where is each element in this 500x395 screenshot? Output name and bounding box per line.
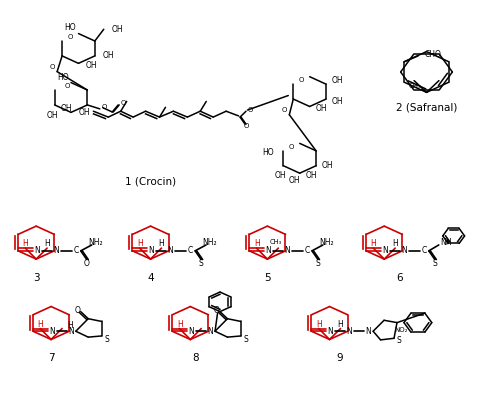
Text: H: H [22,239,28,248]
Text: N: N [68,327,73,336]
Text: O: O [84,259,89,268]
Text: HO: HO [57,73,68,83]
Text: 5: 5 [264,273,270,283]
Text: O: O [299,77,304,83]
Text: O: O [50,64,54,70]
Text: C: C [73,246,78,255]
Text: OH: OH [102,51,114,60]
Text: S: S [432,259,437,268]
Text: OH: OH [332,96,344,105]
Text: O: O [74,306,80,314]
Text: NH: NH [440,239,452,248]
Text: 7: 7 [48,353,54,363]
Text: H: H [44,239,50,248]
Text: N: N [188,327,194,336]
Text: N: N [148,246,154,255]
Text: O: O [120,100,126,106]
Text: 4: 4 [147,273,154,283]
Text: N: N [401,246,407,255]
Text: H: H [38,320,44,329]
Text: S: S [396,336,402,345]
Text: O: O [282,107,288,113]
Text: O: O [214,306,220,314]
Text: CH₃: CH₃ [270,239,281,245]
Text: 3: 3 [33,273,40,283]
Text: CHO: CHO [425,50,442,59]
Text: O: O [65,83,70,89]
Text: OH: OH [46,111,58,120]
Text: H: H [316,320,322,329]
Text: N: N [168,246,173,255]
Text: NH₂: NH₂ [88,238,103,247]
Text: C: C [188,246,193,255]
Text: H: H [137,239,143,248]
Text: H: H [370,239,376,248]
Text: 1 (Crocin): 1 (Crocin) [125,177,176,187]
Text: OH: OH [306,171,318,180]
Text: S: S [198,259,203,268]
Text: N: N [207,327,213,336]
Text: O: O [102,104,106,110]
Text: H: H [254,239,260,248]
Text: 9: 9 [336,353,343,363]
Text: N: N [382,246,388,255]
Text: H: H [67,321,72,330]
Text: OH: OH [288,176,300,185]
Text: OH: OH [332,76,344,85]
Text: S: S [316,259,320,268]
Text: OH: OH [322,161,334,170]
Text: C: C [304,246,310,255]
Text: 2 (Safranal): 2 (Safranal) [396,102,457,112]
Text: S: S [244,335,248,344]
Text: OH: OH [86,61,98,70]
Text: NO₂: NO₂ [394,327,408,333]
Text: OH: OH [111,25,123,34]
Text: N: N [328,327,333,336]
Text: O: O [68,34,73,40]
Text: OH: OH [60,103,72,113]
Text: N: N [284,246,290,255]
Text: H: H [158,239,164,248]
Text: OH: OH [78,108,90,117]
Text: H: H [392,239,398,248]
Text: O: O [248,107,253,113]
Text: N: N [266,246,271,255]
Text: C: C [421,246,426,255]
Text: O: O [244,123,248,129]
Text: H: H [177,320,182,329]
Text: N: N [34,246,40,255]
Text: OH: OH [316,104,328,113]
Text: HO: HO [64,23,76,32]
Text: CH₃: CH₃ [409,83,422,89]
Text: H: H [338,320,343,329]
Text: 8: 8 [192,353,198,363]
Text: NH₂: NH₂ [202,238,218,247]
Text: OH: OH [275,171,286,180]
Text: O: O [289,144,294,150]
Text: NH₂: NH₂ [320,238,334,247]
Text: HO: HO [262,148,274,157]
Text: 6: 6 [396,273,402,283]
Text: N: N [53,246,59,255]
Text: N: N [366,327,371,336]
Text: N: N [346,327,352,336]
Text: N: N [49,327,55,336]
Text: S: S [104,335,109,344]
